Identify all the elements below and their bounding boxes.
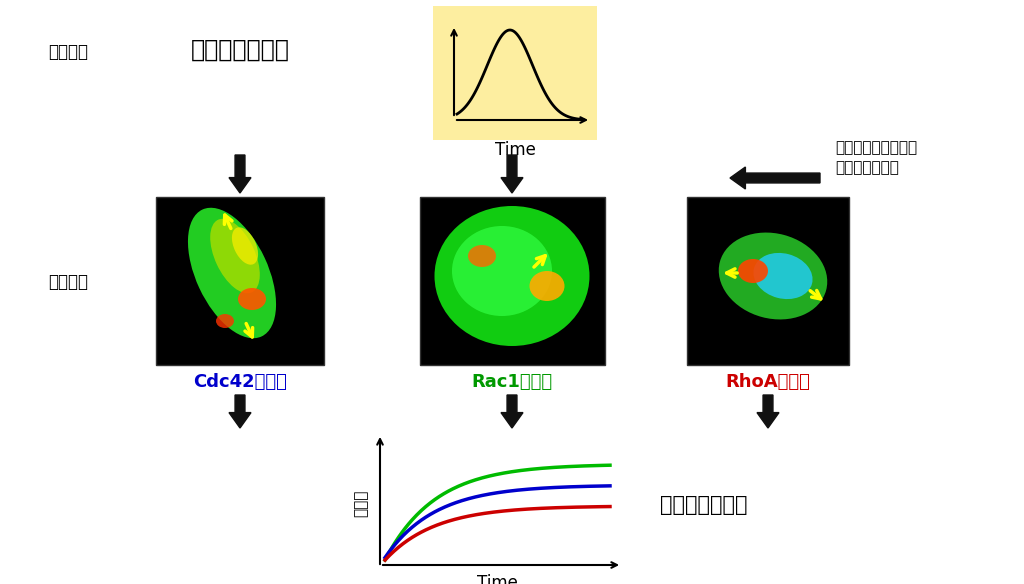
Ellipse shape xyxy=(529,271,564,301)
Text: RhoA活性度: RhoA活性度 xyxy=(726,373,810,391)
Ellipse shape xyxy=(738,259,768,283)
Ellipse shape xyxy=(210,219,260,293)
Polygon shape xyxy=(730,167,820,189)
Text: （結果）: （結果） xyxy=(48,43,88,61)
Ellipse shape xyxy=(452,226,552,316)
FancyBboxPatch shape xyxy=(433,6,597,140)
Ellipse shape xyxy=(238,288,266,310)
Text: 活性度: 活性度 xyxy=(353,490,369,517)
Ellipse shape xyxy=(231,227,258,265)
Ellipse shape xyxy=(754,253,813,299)
FancyBboxPatch shape xyxy=(687,197,849,365)
Text: 細胞エッジ遠度: 細胞エッジ遠度 xyxy=(190,38,290,62)
Text: （原因）: （原因） xyxy=(48,273,88,291)
Ellipse shape xyxy=(188,208,276,338)
Polygon shape xyxy=(501,395,523,428)
Ellipse shape xyxy=(216,314,234,328)
Polygon shape xyxy=(757,395,779,428)
Text: 擬似的同時計測: 擬似的同時計測 xyxy=(660,495,748,515)
Text: Cdc42活性度: Cdc42活性度 xyxy=(194,373,287,391)
Polygon shape xyxy=(229,395,251,428)
Text: Time: Time xyxy=(495,141,536,159)
Ellipse shape xyxy=(434,206,590,346)
FancyBboxPatch shape xyxy=(420,197,604,365)
Text: 同一速度パターンで
スクリーニング: 同一速度パターンで スクリーニング xyxy=(835,141,918,175)
Polygon shape xyxy=(501,155,523,193)
Text: Rac1活性度: Rac1活性度 xyxy=(471,373,553,391)
FancyBboxPatch shape xyxy=(156,197,324,365)
Polygon shape xyxy=(229,155,251,193)
Ellipse shape xyxy=(719,232,827,319)
Ellipse shape xyxy=(468,245,496,267)
Text: Time: Time xyxy=(477,574,518,584)
